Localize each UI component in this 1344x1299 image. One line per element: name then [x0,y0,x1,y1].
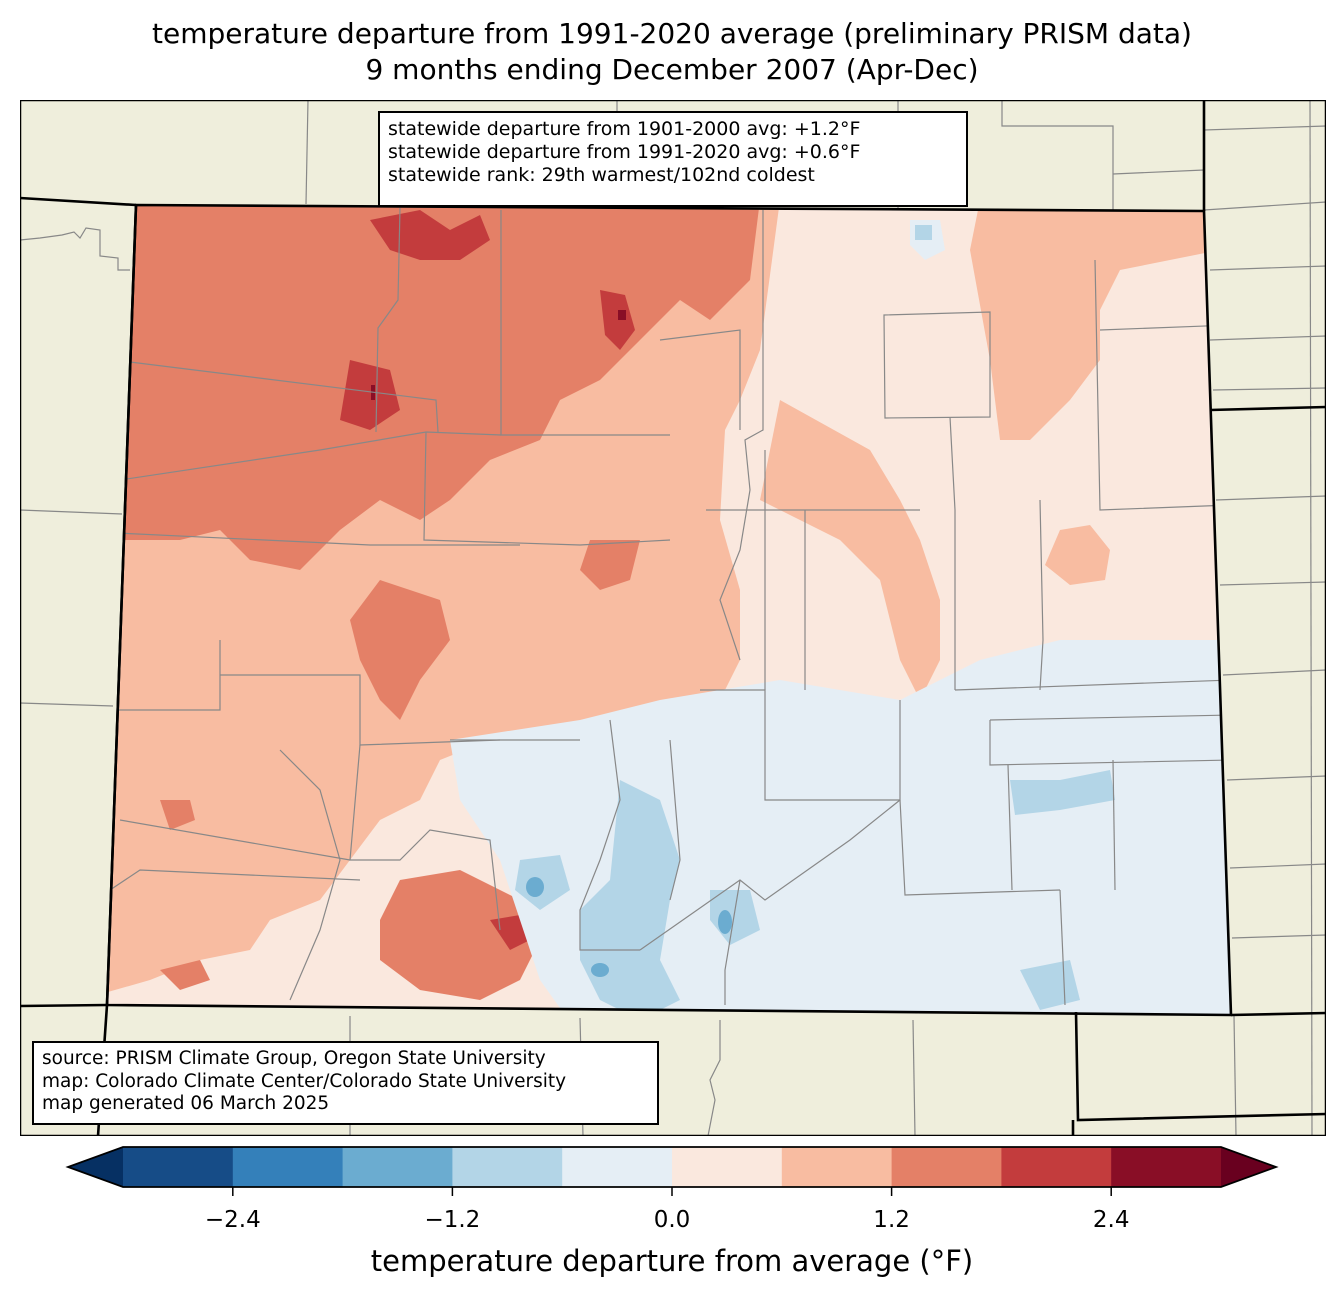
map-subtitle: 9 months ending December 2007 (Apr-Dec) [365,53,979,86]
statewide-stats-box: statewide departure from 1901-2000 avg: … [378,111,968,207]
contour-minus1.8-minus1.2 [526,877,544,897]
colorbar-segment [123,1147,234,1187]
colorbar-segment [1001,1147,1112,1187]
contour-1.2-1.8 [120,205,760,570]
map-frame [20,100,1326,1136]
colorbar-segment [672,1147,783,1187]
colorbar-over-arrow [1221,1147,1276,1187]
colorbar-segment [452,1147,563,1187]
colorbar-segment [562,1147,673,1187]
colorado-county-lines [107,207,1231,1006]
colorbar-tick-label: −1.2 [424,1207,481,1233]
contour-above-2.4 [618,310,626,320]
contour-minus1.2-minus0.6 [915,225,932,240]
source-line: source: PRISM Climate Group, Oregon Stat… [42,1048,546,1069]
contour-minus1.8-minus1.2 [591,963,609,977]
stats-line-1901-2000: statewide departure from 1901-2000 avg: … [388,118,861,140]
colorbar-tick-label: 0.0 [653,1207,691,1233]
contour-minus1.2-minus0.6 [1010,770,1115,815]
map-title: temperature departure from 1991-2020 ave… [152,17,1192,50]
colorbar-segment [891,1147,1002,1187]
colorbar-segment [1111,1147,1222,1187]
contour-0.6-1.2 [1045,525,1110,585]
contour-minus1.8-minus1.2 [718,910,732,934]
colorbar-under-arrow [68,1147,123,1187]
contour-1.8-2.4 [340,360,400,430]
colorbar-tick-label: 1.2 [873,1207,910,1233]
contour-1.2-1.8 [350,580,450,720]
contour-minus1.2-minus0.6 [580,780,680,1015]
colorbar-segment [342,1147,453,1187]
contour-1.8-2.4 [490,915,530,950]
generated-date-line: map generated 06 March 2025 [42,1093,330,1114]
source-box: source: PRISM Climate Group, Oregon Stat… [32,1041,659,1125]
contour-1.2-1.8 [380,870,540,1000]
temperature-departure-map [20,100,1326,1136]
map-credit-line: map: Colorado Climate Center/Colorado St… [42,1070,567,1092]
colorbar [65,1146,1279,1196]
colorbar-tick-label: −2.4 [204,1207,261,1233]
contour-1.2-1.8 [580,540,640,590]
colorbar-segment [781,1147,893,1187]
contour-1.2-1.8 [160,960,210,990]
stats-line-1991-2020: statewide departure from 1991-2020 avg: … [388,141,861,163]
contour-1.2-1.8 [160,800,195,830]
colorbar-tick-label: 2.4 [1092,1207,1130,1233]
stats-line-rank: statewide rank: 29th warmest/102nd colde… [388,164,815,186]
colorbar-segment [232,1147,344,1187]
contour-1.8-2.4 [600,290,635,350]
contour-0.6-1.2 [970,205,1220,440]
contour-0.6-1.2 [760,400,940,700]
colorbar-label: temperature departure from average (°F) [370,1244,974,1278]
